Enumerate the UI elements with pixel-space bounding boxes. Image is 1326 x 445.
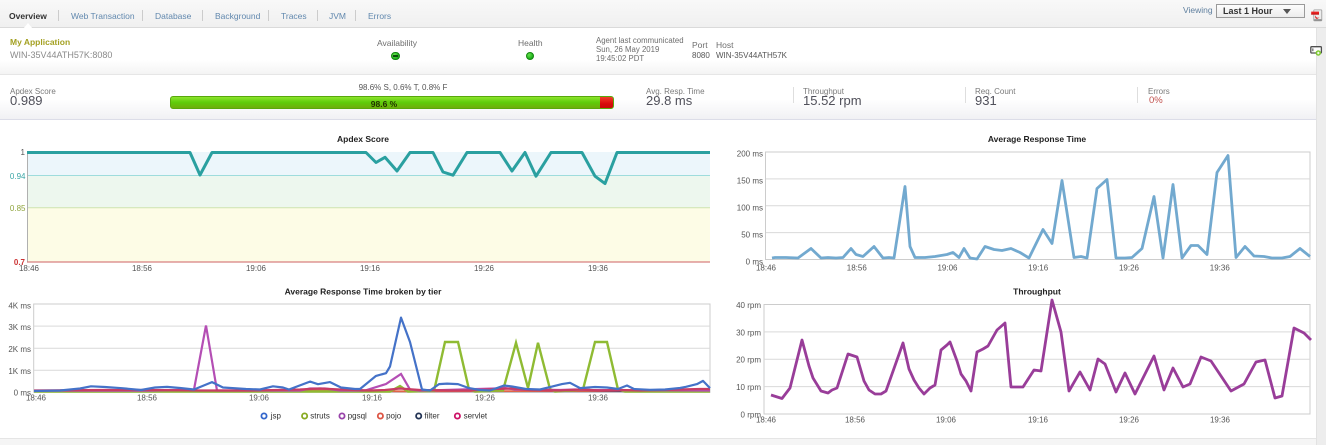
svg-text:18:46: 18:46 bbox=[19, 264, 40, 273]
svg-text:200 ms: 200 ms bbox=[737, 149, 763, 158]
svg-text:40 rpm: 40 rpm bbox=[736, 301, 761, 310]
svg-text:pgsql: pgsql bbox=[348, 412, 367, 421]
svg-text:19:26: 19:26 bbox=[475, 394, 496, 403]
svg-text:19:26: 19:26 bbox=[1119, 415, 1140, 424]
svg-text:19:06: 19:06 bbox=[249, 394, 270, 403]
svg-text:18:56: 18:56 bbox=[847, 264, 868, 273]
svg-text:150 ms: 150 ms bbox=[737, 176, 763, 185]
svg-text:0.94: 0.94 bbox=[10, 172, 26, 181]
svg-text:19:36: 19:36 bbox=[588, 264, 609, 273]
svg-text:Average Response Time: Average Response Time bbox=[988, 134, 1087, 144]
svg-text:18:56: 18:56 bbox=[132, 264, 153, 273]
svg-text:50 ms: 50 ms bbox=[741, 231, 763, 240]
svg-text:30 rpm: 30 rpm bbox=[736, 328, 761, 337]
svg-text:servlet: servlet bbox=[464, 412, 488, 421]
svg-text:Average Response Time broken b: Average Response Time broken by tier bbox=[285, 287, 443, 297]
svg-text:19:16: 19:16 bbox=[1028, 415, 1049, 424]
svg-text:19:06: 19:06 bbox=[937, 264, 958, 273]
svg-text:18:46: 18:46 bbox=[756, 415, 777, 424]
svg-text:19:16: 19:16 bbox=[362, 394, 383, 403]
svg-text:19:06: 19:06 bbox=[936, 415, 957, 424]
svg-text:19:16: 19:16 bbox=[360, 264, 381, 273]
svg-text:100 ms: 100 ms bbox=[737, 204, 763, 213]
svg-text:19:06: 19:06 bbox=[246, 264, 267, 273]
svg-text:pojo: pojo bbox=[386, 412, 402, 421]
svg-text:0.85: 0.85 bbox=[10, 204, 26, 213]
svg-text:19:36: 19:36 bbox=[588, 394, 609, 403]
svg-text:19:26: 19:26 bbox=[1119, 264, 1140, 273]
svg-text:struts: struts bbox=[310, 412, 330, 421]
svg-text:filter: filter bbox=[424, 412, 439, 421]
svg-text:18:46: 18:46 bbox=[756, 264, 777, 273]
svg-text:19:26: 19:26 bbox=[474, 264, 495, 273]
svg-text:19:36: 19:36 bbox=[1210, 415, 1231, 424]
svg-text:1K ms: 1K ms bbox=[8, 367, 31, 376]
svg-text:19:16: 19:16 bbox=[1028, 264, 1049, 273]
svg-text:3K ms: 3K ms bbox=[8, 323, 31, 332]
svg-text:19:36: 19:36 bbox=[1210, 264, 1231, 273]
svg-text:Throughput: Throughput bbox=[1013, 287, 1061, 297]
svg-text:4K ms: 4K ms bbox=[8, 301, 31, 310]
svg-text:18:56: 18:56 bbox=[137, 394, 158, 403]
svg-text:2K ms: 2K ms bbox=[8, 345, 31, 354]
svg-text:10 rpm: 10 rpm bbox=[736, 383, 761, 392]
svg-text:jsp: jsp bbox=[270, 412, 282, 421]
svg-text:18:46: 18:46 bbox=[26, 394, 47, 403]
svg-text:18:56: 18:56 bbox=[845, 415, 866, 424]
svg-text:0 ms: 0 ms bbox=[14, 389, 31, 398]
svg-text:1: 1 bbox=[21, 148, 26, 157]
svg-text:0.7: 0.7 bbox=[14, 258, 26, 267]
svg-text:20 rpm: 20 rpm bbox=[736, 356, 761, 365]
svg-text:0 ms: 0 ms bbox=[746, 258, 763, 267]
svg-text:0 rpm: 0 rpm bbox=[741, 410, 762, 419]
svg-text:Apdex Score: Apdex Score bbox=[337, 134, 389, 144]
